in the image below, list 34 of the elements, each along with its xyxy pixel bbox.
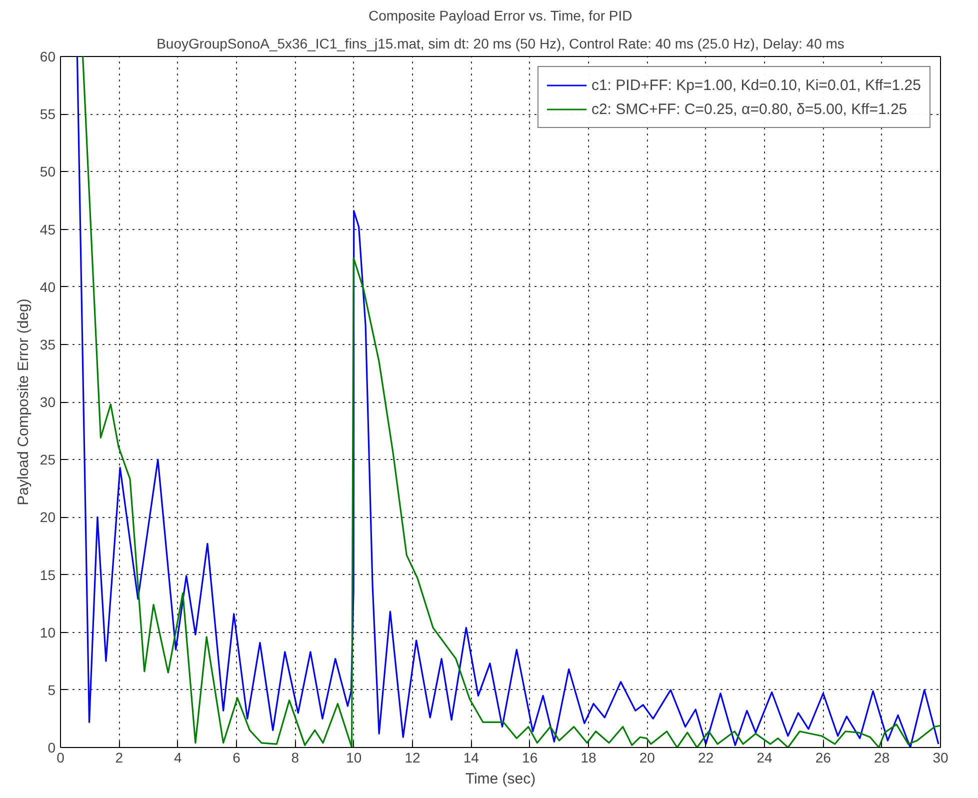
legend-label: c2: SMC+FF: C=0.25, α=0.80, δ=5.00, Kff=1.25 [591,100,908,118]
x-tick-label: 22 [698,750,714,766]
y-tick-label: 25 [40,452,56,468]
x-tick-label: 4 [174,750,182,766]
y-tick-label: 60 [40,48,56,64]
x-tick-label: 20 [639,750,656,766]
x-tick-label: 18 [580,750,596,766]
x-tick-label: 16 [522,750,538,766]
x-tick-label: 30 [932,750,948,766]
y-tick-label: 5 [48,682,56,698]
x-tick-label: 2 [115,750,124,766]
y-tick-label: 55 [40,106,56,122]
x-axis-title: Time (sec) [465,770,536,788]
x-tick-label: 28 [874,750,890,766]
x-tick-label: 14 [463,750,480,766]
x-tick-label: 10 [346,750,362,766]
y-axis-title: Payload Composite Error (deg) [14,298,32,506]
legend-label: c1: PID+FF: Kp=1.00, Kd=0.10, Ki=0.01, Kff=1.25 [591,76,921,94]
x-tick-label: 24 [756,750,772,766]
y-tick-label: 10 [40,624,56,640]
y-tick-label: 30 [40,394,56,410]
y-tick-label: 20 [40,509,56,526]
x-tick-label: 6 [232,750,241,766]
y-tick-label: 0 [48,740,56,756]
y-tick-label: 15 [40,566,56,583]
x-tick-label: 8 [291,750,300,766]
chart-subtitle: BuoyGroupSonoA_5x36_IC1_fins_j15.mat, sim dt: 20 ms (50 Hz), Control Rate: 40 ms (25.0 Hz), Delay: 40 ms [156,36,844,52]
y-tick-label: 35 [40,336,56,352]
y-tick-label: 40 [40,278,56,295]
x-tick-label: 12 [404,750,420,766]
y-tick-label: 45 [40,221,56,238]
y-tick-label: 50 [40,164,56,180]
chart-title: Composite Payload Error vs. Time, for PID [368,8,632,24]
x-tick-label: 26 [815,750,832,766]
